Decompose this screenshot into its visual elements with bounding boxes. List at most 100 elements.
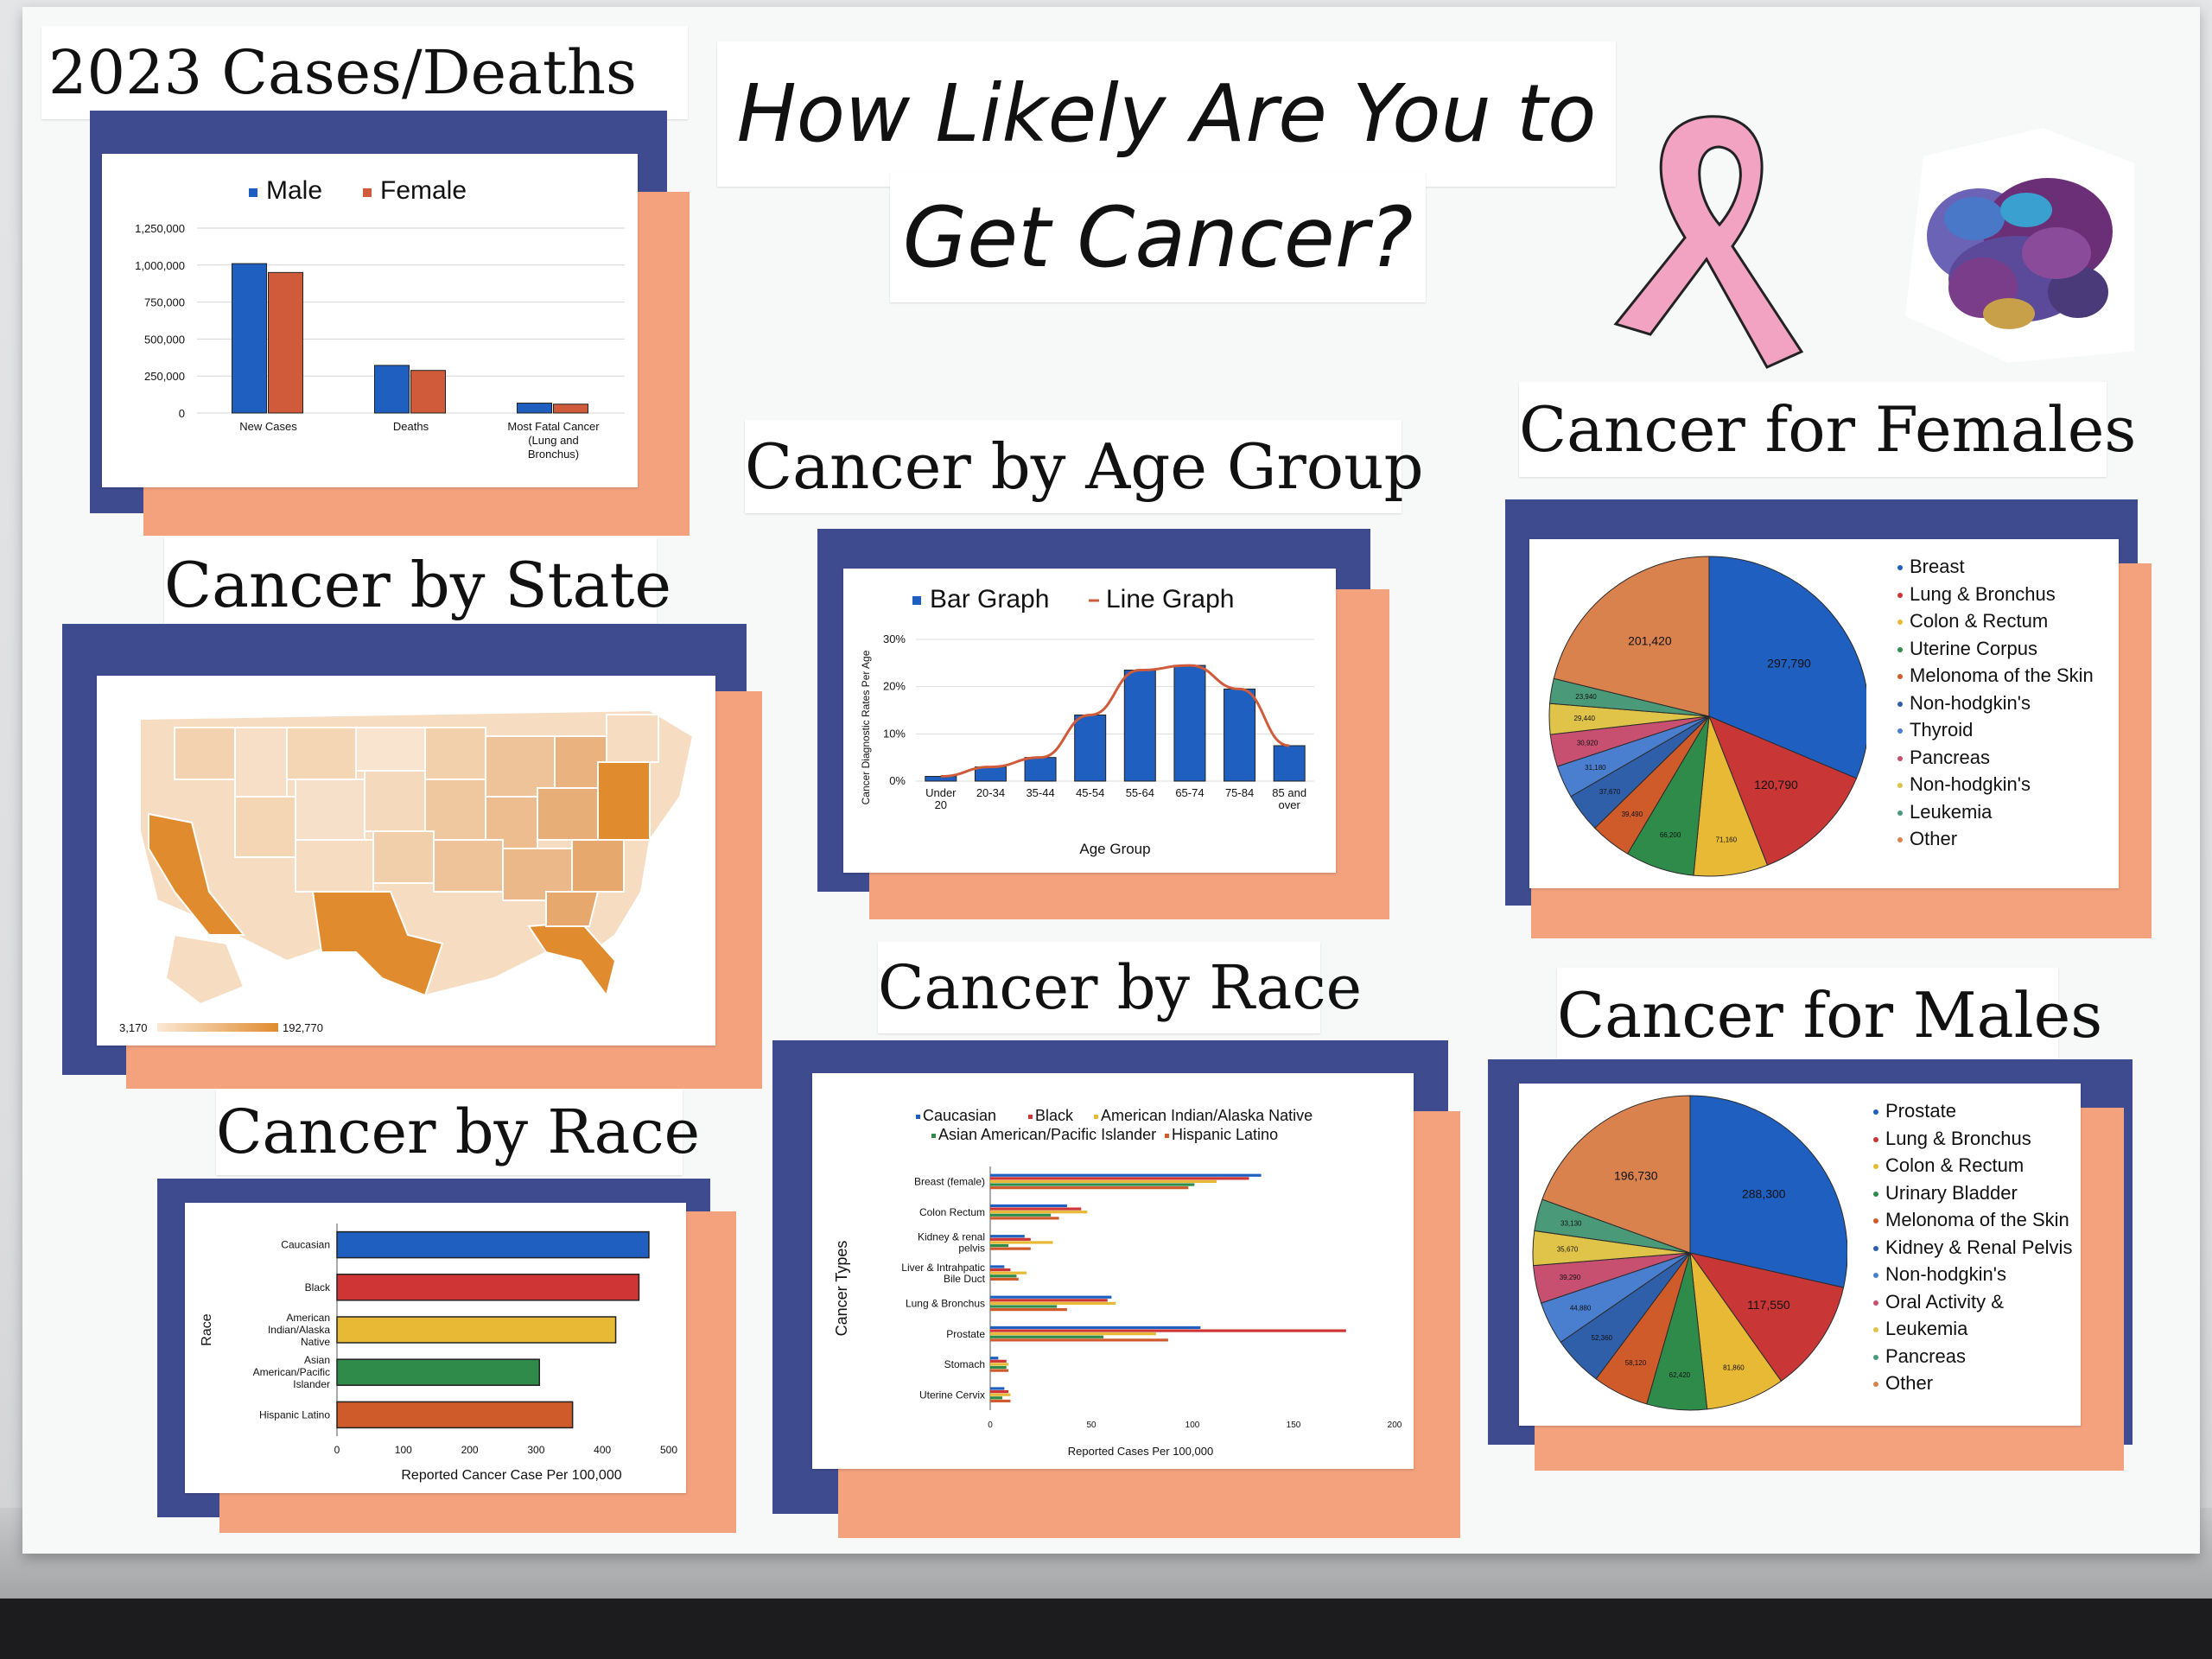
bar (374, 365, 410, 414)
y-tick-label: Islander (293, 1378, 330, 1390)
y-axis-label: Race (200, 1313, 214, 1345)
slice-label: 196,730 (1614, 1168, 1658, 1182)
y-tick-label: American/Pacific (253, 1366, 330, 1378)
map-legend-gradient (157, 1023, 278, 1032)
y-axis-label: Cancer Types (833, 1241, 850, 1337)
legend-entry: Oral Activity & (1873, 1288, 2072, 1316)
legend-dot (1897, 837, 1903, 843)
bar (336, 1274, 640, 1301)
pie-slice (1553, 556, 1710, 717)
y-tick-label: Colon Rectum (919, 1206, 985, 1218)
legend-entry: Non-hodgkin's (1897, 690, 2094, 717)
bar (990, 1393, 1011, 1396)
bar (990, 1179, 1217, 1184)
bar (974, 766, 1007, 782)
y-tick-label: Native (301, 1336, 330, 1348)
legend-label: Melonoma of the Skin (1910, 664, 2094, 686)
legend-label: Kidney & Renal Pelvis (1885, 1236, 2073, 1258)
bar (990, 1183, 1195, 1186)
y-tick-label: Asian (304, 1354, 330, 1366)
bar (410, 370, 446, 414)
section-title-race-center: Cancer by Race (878, 942, 1362, 1033)
slice-label: 39,290 (1560, 1274, 1581, 1281)
x-tick-label: (Lung and (528, 434, 579, 447)
legend-entry: Melonoma of the Skin (1873, 1206, 2072, 1234)
y-tick-label: Uterine Cervix (919, 1389, 985, 1401)
bar (990, 1277, 1019, 1281)
legend-entry: Thyroid (1897, 716, 2094, 744)
section-title-age: Cancer by Age Group (745, 420, 1424, 513)
bar (990, 1369, 1009, 1372)
y-tick-label: Kidney & renal (918, 1231, 985, 1243)
x-tick-label: 500 (660, 1444, 677, 1456)
bar (990, 1338, 1168, 1342)
bar (990, 1389, 1009, 1394)
legend-label: Melonoma of the Skin (1885, 1209, 2069, 1230)
x-tick-label: 400 (594, 1444, 611, 1456)
section-title-state: Cancer by State (164, 537, 671, 632)
legend-entry: Leukemia (1873, 1315, 2072, 1343)
bar (990, 1274, 1017, 1278)
x-tick-label: 0 (988, 1421, 993, 1430)
pie-males: 288,300 117,550 81,860 62,420 58,120 52,360 44… (1532, 1095, 1847, 1411)
bar (268, 271, 303, 414)
legend-entry: Non-hodgkin's (1873, 1261, 2072, 1288)
slice-label: 30,920 (1577, 740, 1599, 747)
legend-dot (1873, 1218, 1878, 1224)
bar (336, 1316, 617, 1344)
legend-dot (1873, 1245, 1878, 1251)
y-tick-label: Bile Duct (944, 1273, 986, 1285)
legend-label: Uterine Corpus (1910, 637, 2037, 659)
legend-entry: Lung & Bronchus (1873, 1125, 2072, 1153)
x-tick-label: New Cases (239, 420, 297, 433)
slice-label: 31,180 (1585, 764, 1606, 772)
legend-dot (1873, 1273, 1878, 1279)
x-tick-label: 200 (1388, 1421, 1402, 1430)
bar (1074, 714, 1107, 782)
legend-label: Oral Activity & (1885, 1290, 2004, 1313)
section-title-race-left: Cancer by Race (216, 1089, 700, 1175)
x-axis-label: Reported Cases Per 100,000 (1068, 1445, 1213, 1458)
legend-entry: Colon & Rectum (1873, 1152, 2072, 1179)
bar (1273, 745, 1306, 782)
slice-label: 117,550 (1747, 1298, 1790, 1312)
legend-dot (1873, 1136, 1878, 1142)
bar (990, 1325, 1201, 1330)
legend-label: Non-hodgkin's (1885, 1263, 2006, 1285)
chart-card-cases-deaths: Male Female 0 250,000 500,000 750,000 1,000,00… (102, 154, 638, 487)
legend-label: Other (1885, 1372, 1934, 1394)
bar (1224, 688, 1256, 782)
pie-slice (1689, 1095, 1847, 1288)
legend-entry: Other (1873, 1370, 2072, 1397)
legend-label: Prostate (1885, 1100, 1956, 1122)
pie-slice (1708, 715, 1858, 866)
bar (990, 1387, 1005, 1390)
legend-label-3: Asian American/Pacific Islander (938, 1126, 1156, 1143)
legend-swatch-0 (916, 1115, 920, 1119)
legend-label-2: American Indian/Alaska Native (1101, 1107, 1313, 1124)
chart-card-females: 297,790 120,790 71,160 66,200 39,490 37,670 31… (1529, 539, 2119, 888)
legend-dot (1897, 783, 1903, 789)
legend-label-1: Line Graph (1106, 585, 1234, 613)
pie-slice (1688, 1252, 1845, 1382)
y-tick-label: 0 (179, 407, 185, 420)
legend-label: Lung & Bronchus (1885, 1127, 2031, 1149)
legend-entry: Leukemia (1897, 798, 2094, 826)
x-tick-label: Deaths (393, 420, 429, 433)
chart-card-age: Bar Graph Line Graph 0% 10% 20% 30% Under 20 20-… (843, 569, 1336, 873)
bar (232, 263, 267, 414)
section-title-cases-deaths: 2023 Cases/Deaths (41, 26, 688, 119)
bar (336, 1230, 650, 1259)
bar (990, 1204, 1067, 1208)
legend-entry: Other (1897, 825, 2094, 853)
y-tick-label: 20% (883, 680, 906, 693)
legend-dot (1897, 674, 1903, 680)
slice-label: 288,300 (1742, 1186, 1786, 1200)
legend-dot (1873, 1109, 1878, 1116)
legend-dot (1897, 728, 1903, 734)
chart-card-males: 288,300 117,550 81,860 62,420 58,120 52,360 44… (1519, 1084, 2081, 1426)
y-tick-label: Indian/Alaska (268, 1324, 330, 1336)
legend-entry: Non-hodgkin's (1897, 771, 2094, 798)
legend-dot (1873, 1382, 1878, 1388)
bar (990, 1329, 1346, 1332)
